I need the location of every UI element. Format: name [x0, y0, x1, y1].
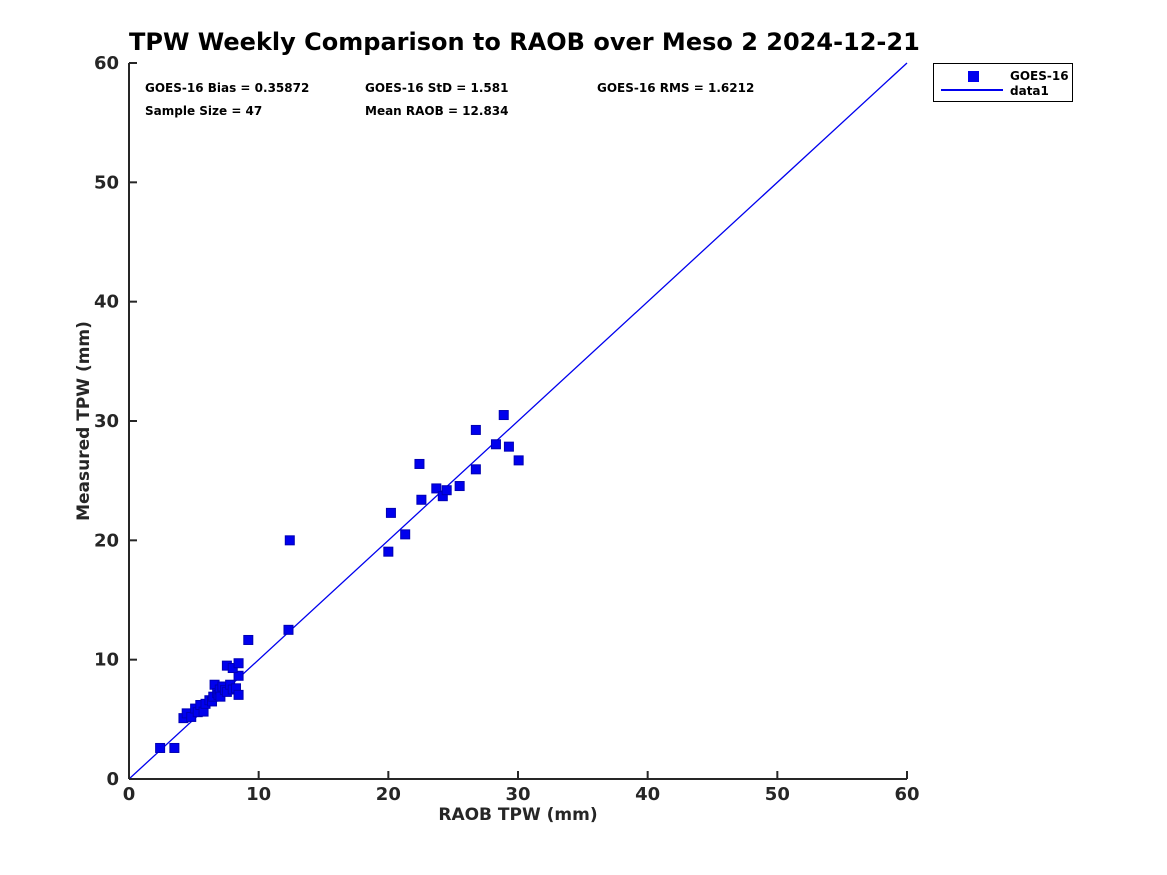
stat-std: GOES-16 StD = 1.581	[365, 81, 509, 95]
scatter-point	[490, 439, 501, 450]
scatter-point	[400, 529, 411, 540]
x-tick-label: 0	[123, 784, 136, 805]
y-tick-label: 0	[106, 769, 119, 790]
scatter-point	[503, 441, 514, 452]
scatter-point	[233, 658, 244, 669]
y-tick-label: 40	[94, 292, 119, 313]
legend-entry-data1: data1	[1010, 84, 1049, 98]
scatter-point	[243, 634, 254, 645]
stat-bias: GOES-16 Bias = 0.35872	[145, 81, 310, 95]
x-tick-label: 10	[246, 784, 271, 805]
scatter-point	[169, 742, 180, 753]
x-tick-label: 50	[765, 784, 790, 805]
stat-rms: GOES-16 RMS = 1.6212	[597, 81, 755, 95]
legend-line-icon	[941, 89, 1003, 91]
x-tick-label: 30	[505, 784, 530, 805]
scatter-point	[233, 670, 244, 681]
scatter-point	[441, 485, 452, 496]
scatter-point	[470, 464, 481, 475]
scatter-point	[431, 483, 442, 494]
x-tick-label: 60	[894, 784, 919, 805]
scatter-point	[414, 458, 425, 469]
scatter-point	[513, 455, 524, 466]
scatter-point	[155, 742, 166, 753]
legend: GOES-16 data1	[933, 63, 1073, 102]
legend-entry-goes16: GOES-16	[1010, 69, 1069, 83]
scatter-point	[416, 494, 427, 505]
y-axis-label: Measured TPW (mm)	[74, 321, 94, 521]
identity-line	[128, 62, 908, 780]
legend-square-marker-icon	[968, 71, 979, 82]
x-tick-label: 20	[376, 784, 401, 805]
y-tick-label: 30	[94, 411, 119, 432]
y-tick-label: 60	[94, 53, 119, 74]
scatter-point	[383, 546, 394, 557]
scatter-point	[454, 481, 465, 492]
y-tick-label: 10	[94, 650, 119, 671]
x-axis-label: RAOB TPW (mm)	[438, 805, 597, 825]
scatter-point	[233, 689, 244, 700]
scatter-point	[283, 624, 294, 635]
stat-mean-raob: Mean RAOB = 12.834	[365, 104, 509, 118]
scatter-point	[470, 424, 481, 435]
scatter-point	[498, 410, 509, 421]
stat-sample-size: Sample Size = 47	[145, 104, 263, 118]
scatter-point	[385, 507, 396, 518]
x-tick-label: 40	[635, 784, 660, 805]
y-tick-label: 50	[94, 172, 119, 193]
y-tick-label: 20	[94, 530, 119, 551]
scatter-point	[284, 535, 295, 546]
chart-title: TPW Weekly Comparison to RAOB over Meso …	[129, 28, 920, 56]
